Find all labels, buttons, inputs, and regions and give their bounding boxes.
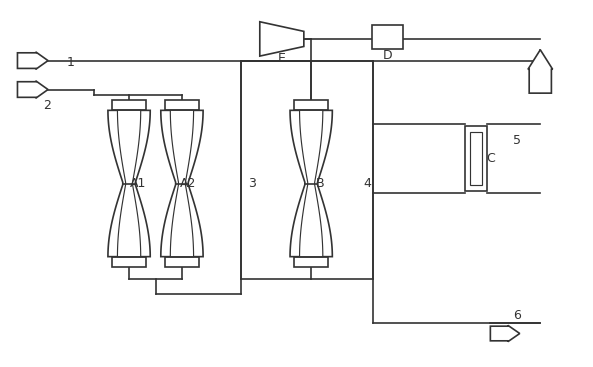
Polygon shape [528,50,553,93]
Text: 5: 5 [513,134,521,147]
Bar [470,131,482,185]
Bar [165,257,199,267]
Text: C: C [486,152,495,165]
Bar [112,100,146,110]
Polygon shape [117,110,141,257]
Text: 3: 3 [248,177,256,190]
Polygon shape [290,110,332,257]
Text: B: B [315,177,324,190]
Polygon shape [17,81,48,98]
Bar [464,126,487,191]
Bar [294,100,328,110]
Bar [294,257,328,267]
Polygon shape [490,326,519,342]
Text: D: D [382,49,393,62]
Bar [372,25,403,49]
Polygon shape [170,110,193,257]
Text: 6: 6 [513,309,521,322]
Bar [112,257,146,267]
Polygon shape [161,110,203,257]
Polygon shape [260,22,304,56]
Polygon shape [17,52,48,69]
Text: A1: A1 [130,177,146,190]
Text: 4: 4 [363,177,371,190]
Text: A2: A2 [180,177,196,190]
Polygon shape [299,110,323,257]
Text: E: E [278,52,286,65]
Text: 1: 1 [66,56,74,69]
Text: 2: 2 [43,99,51,112]
Polygon shape [108,110,150,257]
Bar [165,100,199,110]
